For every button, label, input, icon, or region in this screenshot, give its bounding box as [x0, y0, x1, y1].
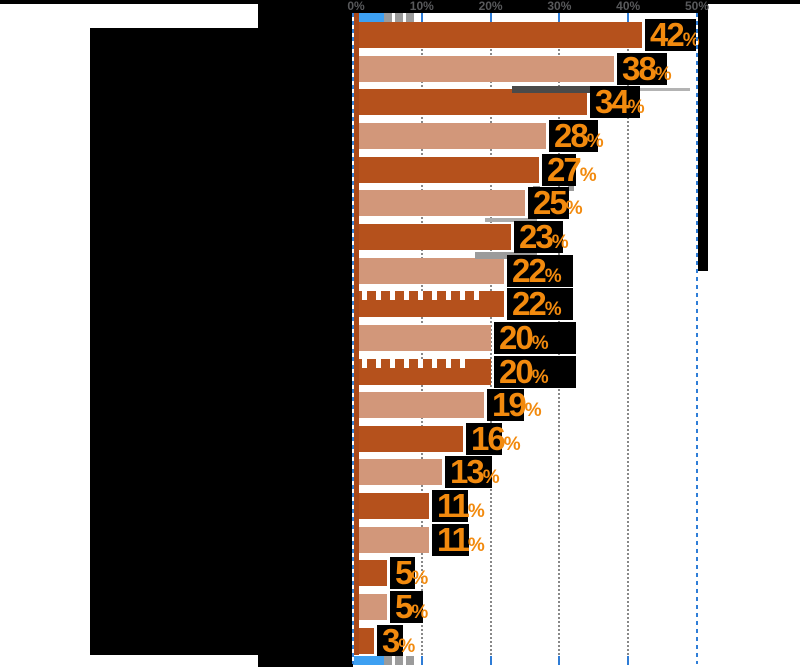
data-bar [353, 258, 504, 284]
value-label-box [487, 389, 524, 421]
gray-overlay-mark [485, 218, 537, 222]
value-label: 34% [595, 83, 645, 120]
value-label: 11% [437, 521, 485, 558]
value-label: 22% [512, 285, 562, 322]
value-label-box [528, 187, 569, 219]
axis-tick-label: 40% [616, 0, 641, 13]
value-label-box [549, 120, 598, 152]
value-label: 16% [471, 420, 521, 457]
max-axis-dashed-line [696, 13, 698, 664]
value-label: 23% [519, 218, 569, 255]
axis-tick-label: 30% [547, 0, 572, 13]
gridline-blue-tick-top [558, 13, 561, 22]
data-bar [353, 359, 491, 385]
value-label: 13% [450, 453, 500, 490]
value-label-box [390, 591, 423, 623]
value-label: 3% [382, 622, 416, 659]
value-label: 5% [395, 588, 429, 625]
gridline [627, 13, 630, 655]
value-label-box [445, 456, 492, 488]
minibar-hatch-pattern [384, 656, 417, 665]
gridline-blue-tick-top [420, 13, 423, 22]
axis-tick-label: 10% [409, 0, 434, 13]
value-label: 20% [499, 353, 549, 390]
gridline-blue-tick-bottom [558, 656, 561, 665]
value-label: 22% [512, 252, 562, 289]
right-black-strip [697, 0, 708, 271]
bar-hatch-comb [353, 359, 467, 368]
value-label-box [507, 255, 573, 287]
data-bar [353, 157, 539, 183]
gridline-blue-tick-top [627, 13, 630, 22]
left-black-rect [90, 28, 353, 655]
value-label-box [514, 221, 563, 253]
data-bar [353, 224, 511, 250]
data-bar [353, 392, 484, 418]
gridline-blue-tick-bottom [489, 656, 492, 665]
value-label-box [507, 288, 573, 320]
value-label: 25% [533, 184, 583, 221]
gridline-blue-tick-bottom [627, 656, 630, 665]
data-bar [353, 291, 504, 317]
axis-tick-label: 0% [347, 0, 365, 13]
value-label: 20% [499, 319, 549, 356]
zero-axis-dashed-line [352, 13, 354, 664]
axis-brown-strip [353, 13, 359, 655]
data-bar [353, 190, 525, 216]
gray-overlay-mark [512, 86, 628, 93]
axis-black-band [258, 0, 708, 13]
value-label-box [390, 557, 415, 589]
value-label: 42% [650, 16, 700, 53]
value-label-box [377, 625, 403, 657]
legend-minibar-blue-top [353, 13, 384, 22]
value-label: 5% [395, 554, 429, 591]
gray-overlay-mark [475, 252, 537, 259]
data-bar [353, 426, 463, 452]
axis-tick-label: 20% [478, 0, 503, 13]
data-bar [353, 325, 491, 351]
minibar-hatch-pattern [384, 13, 417, 22]
value-label: 11% [437, 487, 485, 524]
data-bar [353, 22, 642, 48]
axis-tick-label: 50% [684, 0, 710, 13]
gridline-blue-tick-bottom [420, 656, 423, 665]
data-bar [353, 123, 546, 149]
value-label-box [466, 423, 502, 455]
value-label: 28% [554, 117, 604, 154]
data-bar [353, 89, 587, 115]
value-label: 38% [622, 50, 672, 87]
value-label-box [542, 154, 576, 186]
value-label: 19% [492, 386, 542, 423]
gray-overlay-mark [568, 186, 574, 191]
data-bar [353, 527, 429, 553]
value-label-box [432, 524, 469, 556]
value-label-box [645, 19, 703, 51]
legend-minibar-gray-bottom [384, 656, 417, 665]
bar-hatch-comb [353, 291, 480, 300]
value-label-box [617, 53, 667, 85]
value-label: 27% [547, 151, 597, 188]
data-bar [353, 56, 614, 82]
value-label-box [494, 356, 576, 388]
legend-minibar-gray-top [384, 13, 417, 22]
gray-overlay-mark [628, 88, 690, 91]
gridline-blue-tick-top [489, 13, 492, 22]
value-label-box [432, 490, 468, 522]
data-bar [353, 493, 429, 519]
legend-minibar-blue-bottom [353, 656, 384, 665]
value-label-box [590, 86, 640, 118]
data-bar [353, 459, 442, 485]
value-label-box [494, 322, 576, 354]
